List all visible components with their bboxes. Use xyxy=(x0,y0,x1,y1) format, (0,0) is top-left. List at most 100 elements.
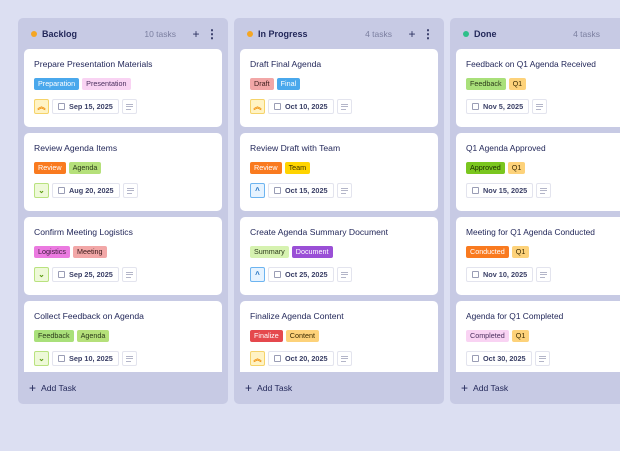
task-title: Finalize Agenda Content xyxy=(250,311,344,321)
priority-highest-icon[interactable]: ︽ xyxy=(250,99,265,114)
card-meta: ⌄ Sep 25, 2025 xyxy=(34,267,212,282)
due-date[interactable]: Nov 15, 2025 xyxy=(466,183,534,198)
task-title: Q1 Agenda Approved xyxy=(466,143,546,153)
due-date-text: Oct 25, 2025 xyxy=(285,270,328,279)
calendar-icon xyxy=(472,355,479,362)
task-title: Review Draft with Team xyxy=(250,143,341,153)
due-date[interactable]: Oct 15, 2025 xyxy=(268,183,334,198)
due-date[interactable]: Oct 10, 2025 xyxy=(268,99,334,114)
due-date[interactable]: Oct 20, 2025 xyxy=(268,351,334,366)
tag-list: Review Agenda xyxy=(34,162,212,174)
task-count: 10 tasks xyxy=(144,28,176,39)
description-icon[interactable] xyxy=(336,99,352,114)
add-task-button[interactable]: + Add Task xyxy=(18,372,228,404)
add-task-button[interactable]: + Add Task xyxy=(234,372,444,404)
priority-highest-icon[interactable]: ︽ xyxy=(250,351,265,366)
card-meta: ⌄ Sep 10, 2025 xyxy=(34,351,212,366)
column-header: Done 4 tasks xyxy=(450,18,620,49)
tag: Approved xyxy=(466,162,505,174)
due-date[interactable]: Sep 25, 2025 xyxy=(52,267,119,282)
description-icon[interactable] xyxy=(534,351,550,366)
column-backlog: Backlog 10 tasks + ⋮ Prepare Presentation Ma… xyxy=(18,18,228,404)
task-card[interactable]: Meeting for Q1 Agenda Conducted Conducted… xyxy=(456,217,620,295)
priority-low-icon[interactable]: ⌄ xyxy=(34,183,49,198)
due-date-text: Nov 10, 2025 xyxy=(483,270,528,279)
column-title: In Progress xyxy=(258,28,308,39)
calendar-icon xyxy=(274,103,281,110)
plus-icon: + xyxy=(245,381,253,395)
task-count: 4 tasks xyxy=(365,28,392,39)
task-card[interactable]: Feedback on Q1 Agenda Received Feedback Q1… xyxy=(456,49,620,127)
description-icon[interactable] xyxy=(336,183,352,198)
description-icon[interactable] xyxy=(532,99,548,114)
description-icon[interactable] xyxy=(536,267,552,282)
task-title: Feedback on Q1 Agenda Received xyxy=(466,59,596,69)
tag: Final xyxy=(276,78,301,90)
task-card[interactable]: Review Draft with Team Review Team ^ Oct 15,… xyxy=(240,133,438,211)
description-icon[interactable] xyxy=(121,267,137,282)
tag-list: Feedback Q1 xyxy=(466,78,614,90)
priority-low-icon[interactable]: ⌄ xyxy=(34,267,49,282)
add-icon[interactable]: + xyxy=(408,26,416,41)
description-icon[interactable] xyxy=(121,351,137,366)
priority-medium-icon[interactable]: ^ xyxy=(250,267,265,282)
status-dot-icon xyxy=(31,30,37,37)
add-task-button[interactable]: + Add Task xyxy=(450,372,620,404)
task-card[interactable]: Create Agenda Summary Document Summary Doc… xyxy=(240,217,438,295)
tag: Review xyxy=(250,162,282,174)
tag: Document xyxy=(291,246,333,258)
card-list[interactable]: Prepare Presentation Materials Preparatio… xyxy=(24,49,222,372)
task-card[interactable]: Draft Final Agenda Draft Final ︽ Oct 10, 202… xyxy=(240,49,438,127)
task-card[interactable]: Collect Feedback on Agenda Feedback Agenda… xyxy=(24,301,222,372)
tag: Completed xyxy=(466,330,509,342)
description-icon[interactable] xyxy=(121,99,137,114)
tag-list: Conducted Q1 xyxy=(466,246,614,258)
task-card[interactable]: Finalize Agenda Content Finalize Content ︽ O… xyxy=(240,301,438,372)
tag: Agenda xyxy=(76,330,110,342)
card-meta: ^ Oct 25, 2025 xyxy=(250,267,428,282)
tag: Summary xyxy=(250,246,289,258)
description-icon[interactable] xyxy=(336,267,352,282)
priority-low-icon[interactable]: ⌄ xyxy=(34,351,49,366)
card-meta: ︽ Oct 20, 2025 xyxy=(250,351,428,366)
calendar-icon xyxy=(472,271,479,278)
due-date[interactable]: Sep 10, 2025 xyxy=(52,351,119,366)
more-vertical-icon[interactable]: ⋮ xyxy=(206,26,218,41)
priority-medium-icon[interactable]: ^ xyxy=(250,183,265,198)
plus-icon: + xyxy=(29,381,37,395)
column-header: Backlog 10 tasks + ⋮ xyxy=(18,18,228,49)
tag-list: Finalize Content xyxy=(250,330,428,342)
due-date-text: Sep 25, 2025 xyxy=(69,270,113,279)
task-card[interactable]: Review Agenda Items Review Agenda ⌄ Aug 20, … xyxy=(24,133,222,211)
description-icon[interactable] xyxy=(122,183,138,198)
due-date[interactable]: Oct 30, 2025 xyxy=(466,351,532,366)
due-date-text: Aug 20, 2025 xyxy=(69,186,114,195)
due-date[interactable]: Oct 25, 2025 xyxy=(268,267,334,282)
task-card[interactable]: Confirm Meeting Logistics Logistics Meetin… xyxy=(24,217,222,295)
due-date-text: Sep 10, 2025 xyxy=(69,354,113,363)
task-card[interactable]: Agenda for Q1 Completed Completed Q1 Oct 30… xyxy=(456,301,620,372)
task-card[interactable]: Prepare Presentation Materials Preparatio… xyxy=(24,49,222,127)
card-list[interactable]: Draft Final Agenda Draft Final ︽ Oct 10, 202… xyxy=(240,49,438,372)
card-meta: ⌄ Aug 20, 2025 xyxy=(34,183,212,198)
due-date[interactable]: Nov 10, 2025 xyxy=(466,267,534,282)
more-vertical-icon[interactable]: ⋮ xyxy=(422,26,434,41)
due-date[interactable]: Sep 15, 2025 xyxy=(52,99,119,114)
due-date[interactable]: Nov 5, 2025 xyxy=(466,99,530,114)
card-meta: ︽ Sep 15, 2025 xyxy=(34,99,212,114)
tag: Draft xyxy=(250,78,274,90)
tag: Agenda xyxy=(68,162,102,174)
tag: Q1 xyxy=(511,246,530,258)
description-icon[interactable] xyxy=(336,351,352,366)
task-card[interactable]: Q1 Agenda Approved Approved Q1 Nov 15, 2025 xyxy=(456,133,620,211)
tag: Feedback xyxy=(34,330,74,342)
due-date[interactable]: Aug 20, 2025 xyxy=(52,183,120,198)
calendar-icon xyxy=(58,103,65,110)
add-icon[interactable]: + xyxy=(192,26,200,41)
task-title: Review Agenda Items xyxy=(34,143,118,153)
description-icon[interactable] xyxy=(536,183,552,198)
card-list[interactable]: Feedback on Q1 Agenda Received Feedback Q1… xyxy=(456,49,620,372)
card-meta: Nov 15, 2025 xyxy=(466,183,614,198)
calendar-icon xyxy=(274,355,281,362)
priority-highest-icon[interactable]: ︽ xyxy=(34,99,49,114)
